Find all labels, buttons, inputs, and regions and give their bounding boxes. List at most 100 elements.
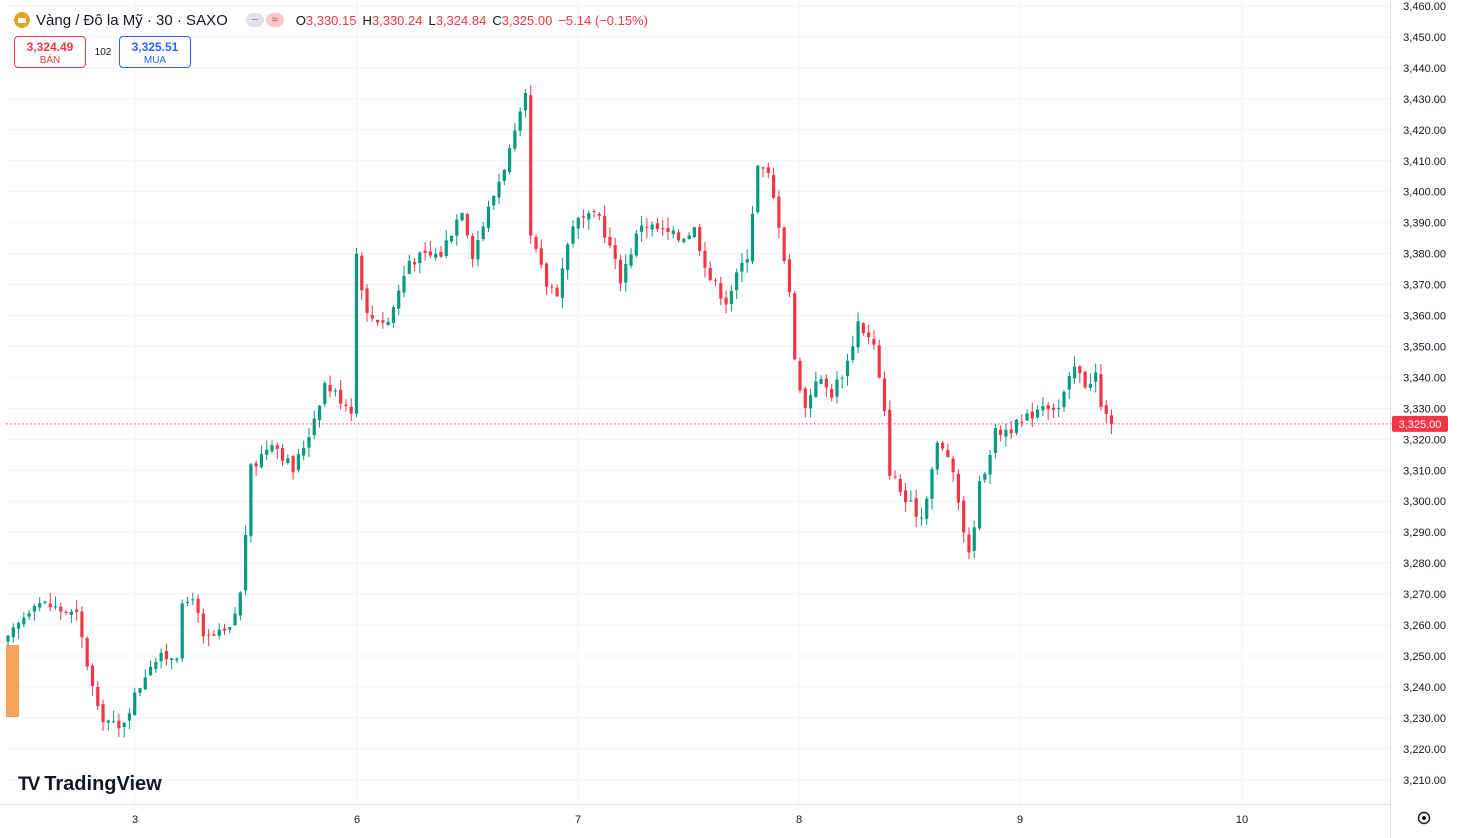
candle	[339, 379, 343, 410]
candle	[418, 251, 422, 274]
price-tick-label: 3,330.00	[1403, 403, 1446, 415]
price-axis[interactable]: 3,460.00 3,450.00 3,440.00 3,430.00 3,420.00…	[1403, 1, 1446, 787]
price-tick-label: 3,310.00	[1403, 465, 1446, 477]
price-tick-label: 3,370.00	[1403, 280, 1446, 292]
candle	[170, 657, 174, 670]
candle	[471, 233, 475, 268]
candle	[977, 476, 982, 531]
candle	[882, 371, 887, 417]
price-tick-label: 3,460.00	[1403, 1, 1446, 13]
candle	[597, 211, 601, 221]
candle	[750, 205, 755, 264]
candle	[919, 507, 924, 526]
candle	[983, 471, 987, 483]
candle	[1099, 364, 1103, 411]
candle	[101, 699, 105, 731]
candle	[164, 643, 168, 666]
candle	[661, 219, 665, 236]
candle	[698, 223, 702, 256]
candle	[1072, 356, 1077, 385]
candle	[560, 258, 564, 308]
candle	[75, 599, 79, 621]
candle	[576, 216, 580, 240]
price-tick-label: 3,390.00	[1403, 218, 1446, 230]
candle	[1094, 363, 1098, 393]
candle	[940, 440, 945, 451]
candle	[935, 440, 939, 475]
candle	[687, 232, 691, 240]
candle	[550, 283, 554, 294]
tradingview-logo[interactable]: TV TradingView	[18, 773, 162, 796]
price-tick-label: 3,250.00	[1403, 651, 1446, 663]
candle	[11, 623, 15, 643]
price-tick-label: 3,420.00	[1403, 125, 1446, 137]
candle	[265, 440, 269, 461]
candle	[1109, 409, 1114, 435]
candle	[914, 490, 918, 528]
candle	[159, 648, 163, 669]
candle	[376, 319, 380, 326]
candle	[999, 425, 1003, 442]
candle	[756, 165, 760, 214]
candle	[713, 278, 718, 286]
candle	[513, 123, 517, 152]
price-tick-label: 3,320.00	[1403, 434, 1446, 446]
candle	[640, 215, 644, 243]
candle	[544, 262, 549, 295]
candle	[307, 428, 311, 458]
candle	[1051, 403, 1056, 419]
candle	[138, 688, 142, 697]
candle	[201, 608, 205, 644]
price-tick-label: 3,350.00	[1403, 341, 1446, 353]
ohlc-values: O3,330.15 H3,330.24 L3,324.84 C3,325.00 …	[295, 12, 648, 28]
candle	[502, 169, 506, 186]
candle	[581, 209, 586, 229]
candle	[529, 85, 533, 244]
candle	[814, 371, 818, 398]
candle	[254, 460, 258, 476]
candle	[296, 448, 300, 473]
buy-price: 3,325.51	[131, 40, 179, 54]
candle	[391, 304, 396, 329]
buy-button[interactable]: 3,325.51 MUA	[119, 36, 191, 68]
candle	[988, 450, 992, 485]
minus-icon[interactable]: −	[245, 13, 264, 27]
candle	[793, 290, 797, 361]
symbol-title[interactable]: Vàng / Đô la Mỹ · 30 · SAXO	[36, 11, 228, 29]
candle	[455, 214, 459, 246]
sell-button[interactable]: 3,324.49 BÁN	[14, 36, 86, 68]
candle	[191, 592, 195, 606]
candle	[275, 442, 279, 460]
candle	[64, 609, 68, 616]
price-tick-label: 3,210.00	[1403, 775, 1446, 787]
candle	[85, 636, 89, 671]
candle	[423, 241, 427, 261]
settings-gear-icon[interactable]	[1417, 811, 1431, 825]
candle	[782, 226, 786, 264]
candle	[613, 237, 617, 270]
candle	[840, 375, 844, 389]
candle	[856, 312, 860, 353]
candle	[291, 455, 295, 480]
candle	[539, 239, 543, 269]
sell-label: BÁN	[39, 55, 61, 66]
price-tick-label: 3,340.00	[1403, 372, 1446, 384]
time-axis[interactable]: 3 6 7 8 9 10	[132, 814, 1248, 826]
candle	[175, 657, 179, 664]
candle	[682, 237, 686, 244]
candle	[962, 495, 966, 543]
candle	[808, 388, 813, 418]
candle	[571, 220, 575, 248]
candle	[967, 527, 971, 560]
candle	[59, 602, 63, 620]
candle	[96, 681, 100, 711]
candle	[587, 210, 591, 230]
price-tick-label: 3,450.00	[1403, 32, 1446, 44]
candle	[671, 225, 675, 239]
candle	[1104, 399, 1108, 423]
high-value: 3,330.24	[371, 12, 423, 28]
wave-icon[interactable]: ≈	[265, 13, 284, 27]
candle	[603, 205, 607, 244]
candle	[888, 400, 892, 480]
